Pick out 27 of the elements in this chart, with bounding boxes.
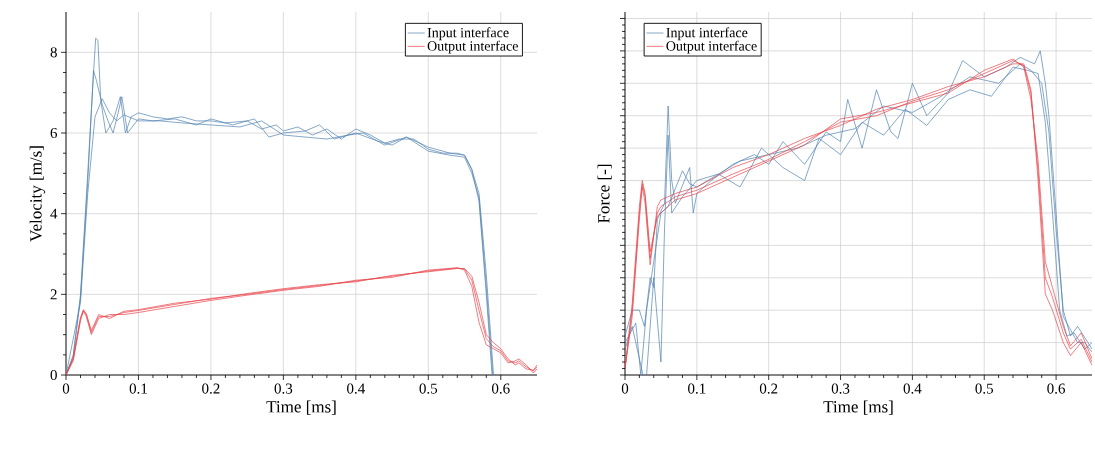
legend-label: Output interface xyxy=(427,40,518,54)
x-axis-title: Time [ms] xyxy=(823,400,893,415)
legend-label: Input interface xyxy=(427,27,509,41)
y-tick-label: 4 xyxy=(50,208,58,219)
y-axis-title: Force [-] xyxy=(597,164,612,223)
x-tick-label: 0 xyxy=(621,383,629,394)
x-tick-label: 0.2 xyxy=(202,383,220,394)
x-tick-label: 0.3 xyxy=(274,383,293,394)
x-tick-label: 0.1 xyxy=(688,383,706,394)
x-axis-title: Time [ms] xyxy=(266,400,336,415)
x-tick-label: 0.6 xyxy=(1047,383,1065,394)
y-tick-label: 8 xyxy=(50,47,57,58)
x-tick-label: 0.3 xyxy=(831,383,850,394)
legend-label: Output interface xyxy=(666,40,757,54)
x-tick-label: 0.2 xyxy=(759,383,778,394)
x-tick-label: 0 xyxy=(62,383,70,394)
y-tick-label: 0 xyxy=(50,369,57,381)
x-tick-label: 0.1 xyxy=(129,383,147,394)
x-tick-label: 0.4 xyxy=(903,383,922,394)
x-tick-label: 0.6 xyxy=(491,383,510,394)
x-tick-label: 0.5 xyxy=(419,383,438,394)
y-tick-label: 6 xyxy=(50,127,58,139)
legend-label: Input interface xyxy=(666,27,748,41)
y-axis-title: Velocity [m/s] xyxy=(29,146,46,242)
x-tick-label: 0.5 xyxy=(975,383,994,394)
x-tick-label: 0.4 xyxy=(347,383,365,394)
y-tick-label: 2 xyxy=(50,289,57,300)
